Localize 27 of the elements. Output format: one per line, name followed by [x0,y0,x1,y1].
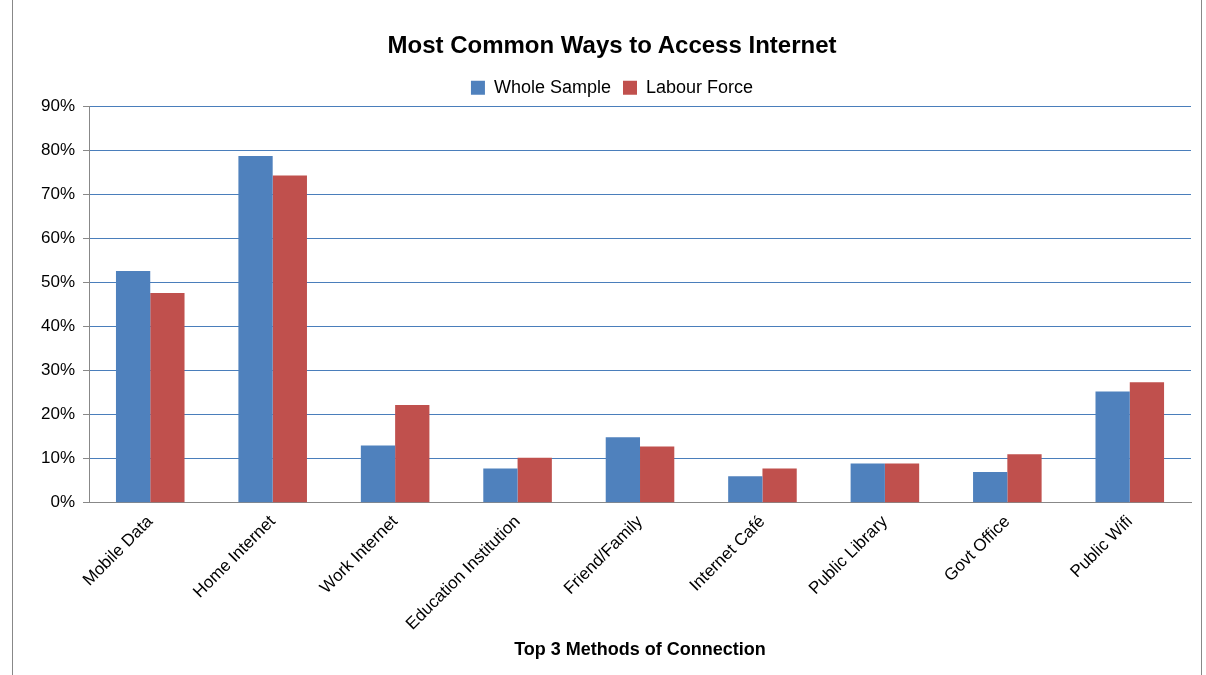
bar [728,476,763,503]
y-tick-label: 20% [40,404,76,424]
x-axis-title: Top 3 Methods of Connection [514,639,766,660]
y-tick-label: 50% [40,272,76,292]
bar [1007,454,1042,503]
chart-title: Most Common Ways to Access Internet [387,31,837,59]
y-tick-label: 80% [40,140,76,160]
bar [483,468,518,503]
bar [517,457,552,503]
bar [762,468,797,503]
bar [973,471,1008,503]
y-tick-label: 10% [40,448,76,468]
bar [150,292,185,503]
bar [850,463,885,503]
y-tick-label: 40% [40,316,76,336]
y-tick-label: 60% [40,228,76,248]
bar [884,463,920,503]
bar [640,446,675,503]
bar [272,175,307,503]
legend-label: Labour Force [646,76,754,97]
y-tick-label: 30% [40,360,76,380]
y-tick-label: 70% [40,184,76,204]
bar [1129,382,1165,503]
legend-label: Whole Sample [493,76,612,97]
y-tick-label: 0% [50,492,76,512]
y-tick-label: 90% [40,96,76,116]
bar [395,405,430,503]
